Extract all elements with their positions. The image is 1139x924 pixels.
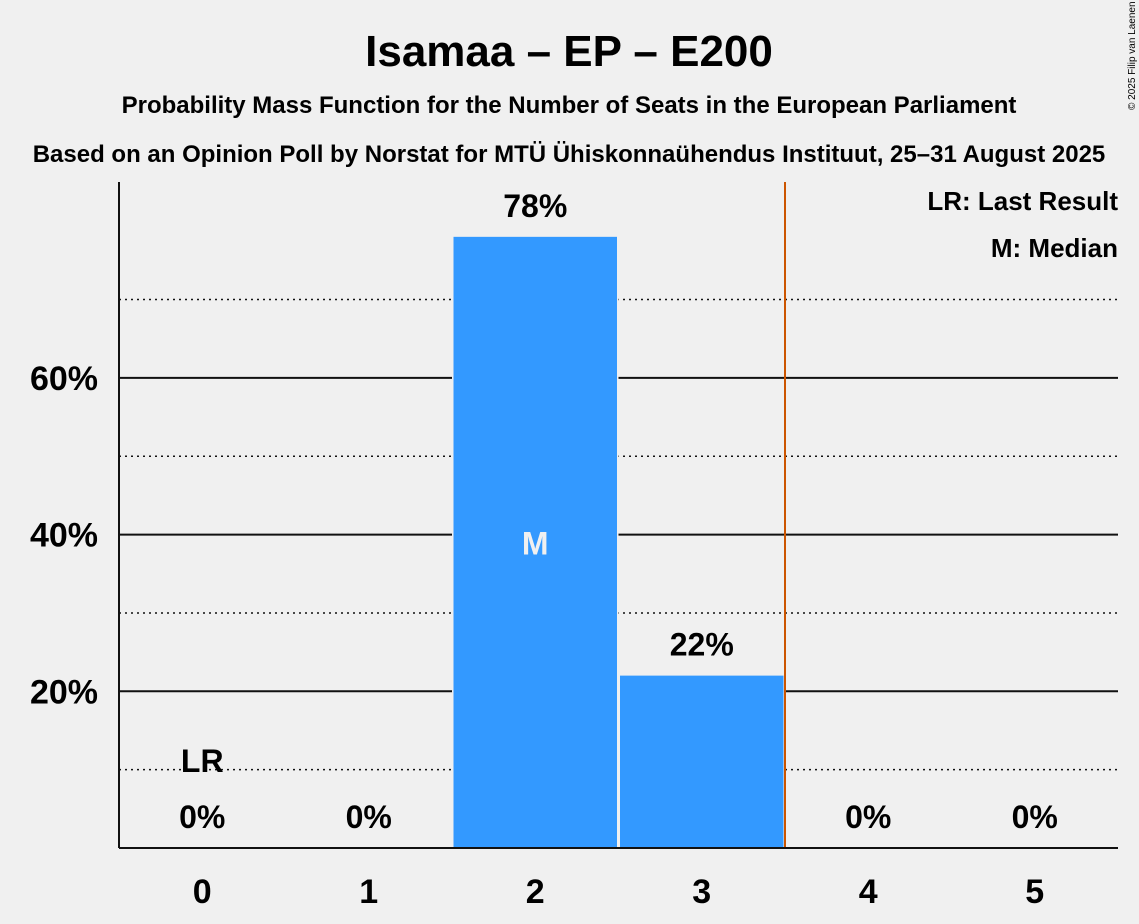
data-label: 78%: [503, 188, 567, 224]
median-marker: M: [522, 525, 549, 561]
data-label: 0%: [179, 799, 225, 835]
bar: [620, 675, 784, 848]
axes: 20% 40% 60% 0 1 2 3 4 5: [30, 182, 1118, 911]
x-tick-label: 2: [526, 873, 545, 911]
data-label: 0%: [845, 799, 891, 835]
y-tick-label: 40%: [30, 517, 98, 555]
chart-title: Isamaa – EP – E200: [365, 27, 773, 76]
x-tick-label: 0: [193, 873, 212, 911]
last-result-marker: LR: [181, 743, 224, 779]
legend-median: M: Median: [991, 233, 1118, 263]
x-tick-label: 3: [692, 873, 711, 911]
value-labels: 0% 0% 78% 22% 0% 0% M LR: [179, 188, 1058, 835]
data-label: 22%: [670, 627, 734, 663]
copyright-text: © 2025 Filip van Laenen: [1127, 1, 1138, 110]
chart-subtitle-source: Based on an Opinion Poll by Norstat for …: [33, 141, 1106, 168]
bars: [452, 235, 785, 849]
y-tick-label: 60%: [30, 360, 98, 398]
data-label: 0%: [346, 799, 392, 835]
legend-last-result: LR: Last Result: [927, 186, 1118, 216]
chart-subtitle: Probability Mass Function for the Number…: [122, 92, 1017, 119]
x-tick-label: 1: [359, 873, 378, 911]
y-tick-label: 20%: [30, 673, 98, 711]
x-tick-label: 4: [859, 873, 878, 911]
bar: [453, 236, 617, 849]
data-label: 0%: [1012, 799, 1058, 835]
x-tick-label: 5: [1025, 873, 1044, 911]
